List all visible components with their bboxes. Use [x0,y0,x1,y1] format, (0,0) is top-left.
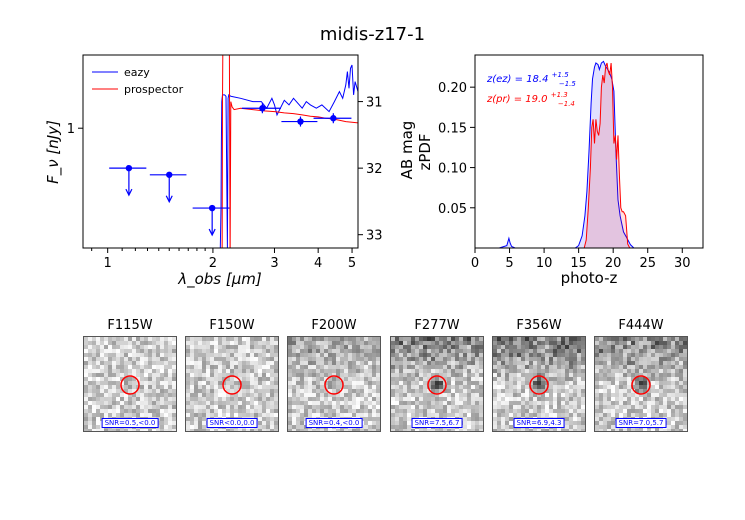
stamp-noise [288,337,380,431]
stamp-image: SNR<0.0,0.0 [185,336,279,432]
stamp-F200W: F200W SNR=0.4,<0.0 [287,318,381,432]
zpdf-xtick-label: 20 [605,256,622,271]
stamp-filter-label: F444W [618,318,664,333]
zpdf-annotation-eazy: z(ez) = 18.4 +1.5 −1.5 [486,69,576,88]
photometry-point-F200W [192,204,230,237]
sed-legend: eazy prospector [92,66,184,96]
sed-xlabel: λ_obs [μm] [177,270,262,289]
zpdf-annotation-eazy-sup: +1.5 [552,71,570,79]
stamp-F150W: F150W SNR<0.0,0.0 [185,318,279,432]
zpdf-ytick-label: 0.15 [438,121,467,136]
stamp-noise [493,337,585,431]
stamp-noise [84,337,176,431]
sed-line-eazy [219,64,358,248]
stamp-snr-label: SNR<0.0,0.0 [206,418,258,428]
sed-ylabel-right: AB mag [398,121,416,180]
photometry-marker [297,118,304,125]
stamp-snr-label: SNR=0.4,<0.0 [305,418,363,428]
photometry-marker [166,171,173,178]
sed-ytick-right-label: 32 [366,162,383,177]
zpdf-ylabel: zPDF [416,133,434,170]
upper-limit-arrowhead [165,195,173,204]
figure-title: midis-z17-1 [319,24,426,45]
zpdf-line-prospector [475,62,703,248]
sed-ytick-left-label: 1 [67,122,75,137]
stamp-image: SNR=6.9,4.3 [492,336,586,432]
sed-ylabel-left: F_ν [nJy] [44,120,63,184]
stamp-F115W: F115W SNR=0.5,<0.0 [83,318,177,432]
photometry-point-F115W [109,164,147,197]
photometry-point-F444W [313,113,352,124]
stamp-noise [391,337,483,431]
photometry-marker [208,204,216,212]
stamp-filter-label: F356W [516,318,562,333]
photometry-marker [330,115,337,122]
stamp-filter-label: F150W [209,318,255,333]
stamp-noise [186,337,278,431]
zpdf-ytick-label: 0.05 [438,202,467,217]
zpdf-xtick-label: 5 [505,256,513,271]
sed-xtick-label: 1 [104,256,112,271]
upper-limit-arrowhead [208,228,216,237]
sed-xtick-label: 3 [270,256,278,271]
zpdf-xtick-label: 15 [570,256,587,271]
stamp-image: SNR=0.4,<0.0 [287,336,381,432]
photometry-marker [125,164,133,172]
zpdf-ytick-label: 0.20 [438,81,467,96]
zpdf-xtick-label: 30 [674,256,691,271]
stamp-filter-label: F277W [414,318,460,333]
stamp-image: SNR=7.0,5.7 [594,336,688,432]
zpdf-xlabel: photo-z [561,269,618,287]
stamp-filter-label: F115W [107,318,153,333]
sed-line-prospector [221,55,358,248]
source-circle [324,375,344,395]
zpdf-annotation-prospector-sub: −1.4 [558,100,575,108]
zpdf-annotation-prospector-sup: +1.3 [551,91,568,99]
stamp-image: SNR=0.5,<0.0 [83,336,177,432]
stamp-image: SNR=7.5,6.7 [390,336,484,432]
stamp-snr-label: SNR=7.0,5.7 [615,418,667,428]
source-circle [222,375,242,395]
zpdf-xtick-label: 10 [536,256,553,271]
source-circle [529,375,549,395]
zpdf-xtick-label: 0 [471,256,479,271]
sed-xtick-label: 4 [314,256,322,271]
photometry-marker [259,105,266,112]
legend-label-eazy: eazy [124,66,150,79]
stamp-F277W: F277W SNR=7.5,6.7 [390,318,484,432]
sed-xtick-label: 5 [348,256,356,271]
photometry-point-F150W [149,171,187,204]
sed-ytick-right-label: 33 [366,229,383,244]
sed-ytick-right-label: 31 [366,96,383,111]
zpdf-annotation-prospector-label: z(pr) = 19.0 [486,94,548,105]
source-circle [120,375,140,395]
zpdf-line-eazy [475,60,703,248]
stamp-noise [595,337,687,431]
stamp-snr-label: SNR=7.5,6.7 [411,418,463,428]
zpdf-plot-frame [474,54,704,249]
stamp-filter-label: F200W [311,318,357,333]
legend-label-prospector: prospector [124,83,184,96]
zpdf-fill-eazy [475,61,703,248]
zpdf-annotation-eazy-sub: −1.5 [559,80,577,88]
photometry-point-F277W [241,103,281,114]
stamp-snr-label: SNR=0.5,<0.0 [101,418,159,428]
source-circle [631,375,651,395]
source-circle [427,375,447,395]
stamp-snr-label: SNR=6.9,4.3 [513,418,565,428]
zpdf-fill-prospector [475,63,703,248]
upper-limit-arrowhead [125,188,133,197]
zpdf-annotation-prospector: z(pr) = 19.0 +1.3 −1.4 [486,89,575,108]
zpdf-xtick-label: 25 [639,256,656,271]
sed-xtick-label: 2 [209,256,217,271]
stamp-F356W: F356W SNR=6.9,4.3 [492,318,586,432]
photometry-point-F356W [281,116,318,127]
zpdf-ytick-label: 0.10 [438,162,467,177]
zpdf-annotation-eazy-label: z(ez) = 18.4 [486,74,548,85]
sed-plot-frame [82,54,359,249]
stamp-F444W: F444W SNR=7.0,5.7 [594,318,688,432]
